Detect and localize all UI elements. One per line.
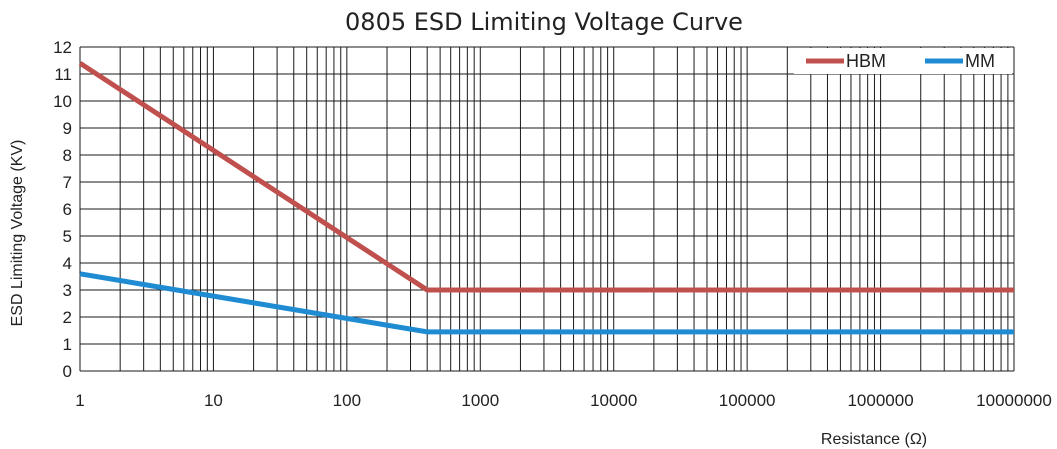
legend: HBM MM (794, 48, 1012, 74)
y-tick-label: 5 (63, 227, 72, 246)
x-tick-label: 100 (333, 391, 361, 410)
y-tick-label: 7 (63, 173, 72, 192)
y-tick-label: 4 (63, 254, 72, 273)
series-line-hbm (78, 61, 1014, 293)
y-axis-label: ESD Limiting Voltage (KV) (9, 140, 26, 327)
x-tick-label: 100000 (719, 391, 776, 410)
series-line-mm (79, 271, 1014, 335)
y-tick-label: 2 (63, 308, 72, 327)
x-tick-label: 1 (75, 391, 84, 410)
grid (79, 46, 1015, 372)
y-tick-label: 3 (63, 281, 72, 300)
y-tick-label: 0 (63, 362, 72, 381)
chart-title: 0805 ESD Limiting Voltage Curve (345, 8, 743, 36)
y-tick-label: 9 (63, 119, 72, 138)
x-tick-label: 1000 (461, 391, 499, 410)
legend-label-hbm: HBM (846, 51, 886, 71)
y-tick-label: 10 (53, 92, 72, 111)
x-tick-label: 10000000 (976, 391, 1052, 410)
x-tick-label: 1000000 (847, 391, 913, 410)
y-tick-label: 12 (53, 38, 72, 57)
y-tick-label: 6 (63, 200, 72, 219)
x-tick-label: 10000 (590, 391, 637, 410)
x-tick-label: 10 (204, 391, 223, 410)
y-tick-label: 11 (54, 65, 72, 84)
y-tick-label: 1 (63, 335, 72, 354)
legend-label-mm: MM (965, 51, 995, 71)
y-tick-label: 8 (63, 146, 72, 165)
series-lines (78, 61, 1014, 335)
x-axis-label: Resistance (Ω) (821, 431, 927, 448)
